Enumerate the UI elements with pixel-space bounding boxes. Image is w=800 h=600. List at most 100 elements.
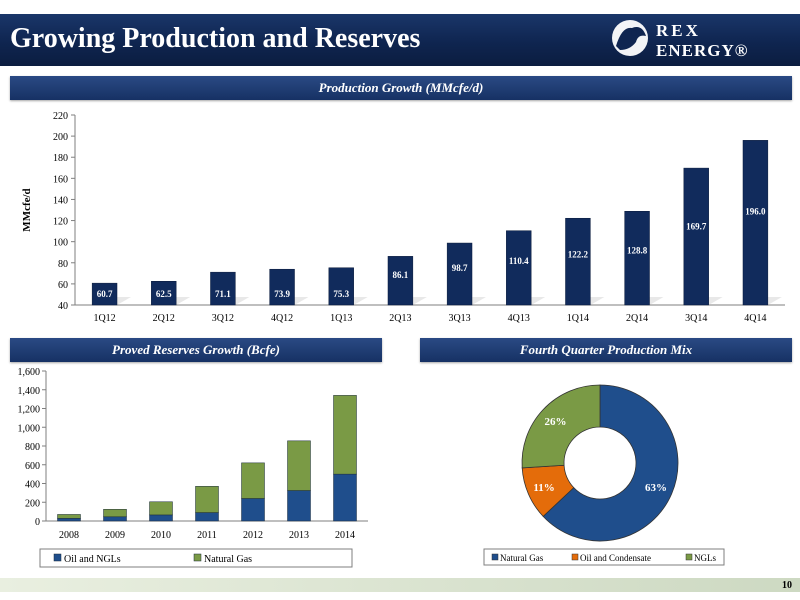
legend-label: NGLs [694,553,716,563]
page-number: 10 [782,580,792,591]
natural-gas-bar [195,486,219,513]
x-tick-label: 1Q14 [567,313,589,324]
rex-energy-logo: REX ENERGY® [612,20,748,60]
x-tick-label: 4Q12 [271,313,293,324]
x-tick-label: 2013 [289,530,309,541]
legend-label: Natural Gas [500,553,544,563]
donut-slice [542,384,679,542]
production-bar [91,282,118,306]
bar-value-label: 73.9 [274,289,290,299]
x-tick-label: 2Q14 [626,313,648,324]
x-tick-label: 2012 [243,530,263,541]
bar-value-label: 60.7 [97,289,113,299]
y-tick-label: 40 [58,301,68,312]
production-bar [683,167,709,306]
oil-ngl-bar [241,498,265,522]
legend-label: Oil and Condensate [580,553,651,563]
y-tick-label: 200 [25,498,40,509]
x-tick-label: 4Q13 [508,313,530,324]
y-tick-label: 140 [53,195,68,206]
production-bar [506,230,532,306]
legend-label: Oil and NGLs [64,554,121,565]
x-tick-label: 3Q12 [212,313,234,324]
bar-value-label: 110.4 [509,256,529,266]
oil-ngl-bar [57,518,81,522]
x-tick-label: 2010 [151,530,171,541]
y-tick-label: 400 [25,480,40,491]
y-tick-label: 80 [58,259,68,270]
x-tick-label: 2011 [197,530,217,541]
production-bar [446,242,473,306]
bar-value-label: 75.3 [333,289,349,299]
y-tick-label: 220 [53,111,68,122]
reserves-section-header: Proved Reserves Growth (Bcfe) [10,338,382,362]
production-bar [151,281,177,306]
oil-ngl-bar [149,514,173,522]
logo-line1: REX [656,21,701,40]
bar-value-label: 122.2 [568,249,589,259]
y-tick-label: 100 [53,238,68,249]
legend-swatch [571,553,579,561]
legend-swatch [193,553,202,562]
oil-ngl-bar [195,512,219,522]
y-tick-label: 1,200 [18,405,41,416]
x-tick-label: 1Q12 [93,313,115,324]
natural-gas-bar [149,501,173,516]
x-tick-label: 2Q12 [153,313,175,324]
footer-line [0,578,800,592]
production-bar [624,211,650,306]
production-bar [269,268,295,306]
logo-line2: ENERGY® [656,41,748,60]
natural-gas-bar [241,462,265,499]
x-tick-label: 2009 [105,530,125,541]
production-section-header: Production Growth (MMcfe/d) [10,76,792,100]
y-tick-label: 1,600 [18,367,41,378]
natural-gas-bar [57,514,81,519]
y-tick-label: 200 [53,132,68,143]
oil-ngl-bar [287,490,311,522]
legend-swatch [53,553,62,562]
x-tick-label: 3Q14 [685,313,707,324]
bar-value-label: 196.0 [745,206,766,216]
production-bar-chart: 40 60 80 100 120 140 160 180 200 220 MMcfe/d 60.7 1Q… [21,111,785,324]
bar-value-label: 71.1 [215,289,231,299]
x-tick-label: 3Q13 [448,313,470,324]
bar-value-label: 86.1 [393,270,409,280]
slice-label: 63% [645,482,667,494]
slice-label: 26% [545,416,567,428]
production-section-title: Production Growth (MMcfe/d) [318,80,484,95]
legend-box [483,548,725,566]
bar-value-label: 98.7 [452,263,468,273]
y-tick-label: 800 [25,442,40,453]
mix-section-title: Fourth Quarter Production Mix [519,342,693,357]
reserves-stacked-bar-chart: 0 200 400 600 800 1,000 1,200 1,400 1,600 2008 200… [18,367,368,568]
y-tick-label: 60 [58,280,68,291]
bar-value-label: 62.5 [156,289,172,299]
donut-slice [521,384,601,469]
reserves-section-title: Proved Reserves Growth (Bcfe) [112,342,280,357]
natural-gas-bar [287,440,311,491]
y-tick-label: 1,000 [18,423,41,434]
legend-swatch [491,553,499,561]
y-tick-label: 1,400 [18,386,41,397]
legend-label: Natural Gas [204,554,252,565]
natural-gas-bar [103,509,127,518]
x-tick-label: 2014 [335,530,355,541]
y-tick-label: 0 [35,517,40,528]
production-bar [387,256,414,306]
y-axis-label: MMcfe/d [21,188,33,231]
y-tick-label: 600 [25,461,40,472]
production-bar [565,217,591,306]
x-tick-label: 1Q13 [330,313,352,324]
natural-gas-bar [333,395,357,475]
slice-label: 11% [533,482,554,494]
legend-swatch [685,553,693,561]
bar-value-label: 128.8 [627,245,648,255]
x-tick-label: 4Q14 [744,313,766,324]
oil-ngl-bar [333,473,357,522]
y-tick-label: 180 [53,153,68,164]
y-tick-label: 120 [53,217,68,228]
production-mix-donut-chart: 63% 11% 26% Natural Gas Oil and Condensate NG… [483,384,725,566]
bar-value-label: 169.7 [686,222,707,232]
title-bar: Growing Production and Reserves [0,14,800,66]
